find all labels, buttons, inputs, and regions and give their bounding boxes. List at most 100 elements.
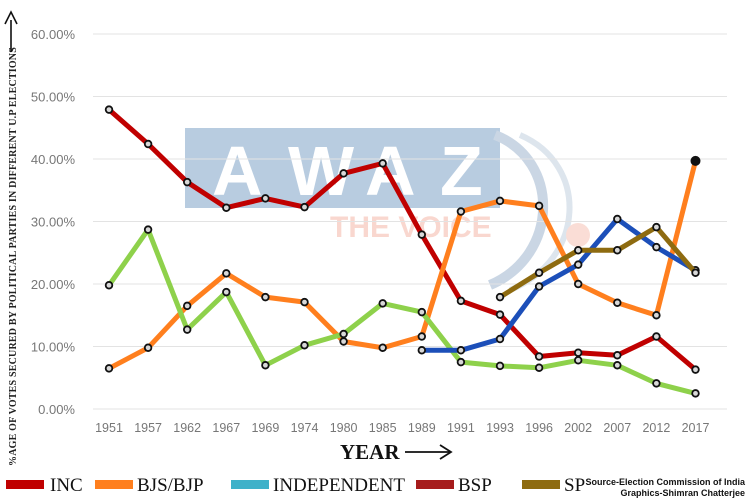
x-axis-label: YEAR	[340, 440, 453, 464]
legend-swatch-bsp	[416, 480, 454, 489]
data-point-bsp	[495, 334, 505, 344]
data-point-inc	[182, 177, 192, 187]
data-point-independent	[378, 299, 387, 308]
data-point-bjs-bjp	[143, 343, 153, 352]
data-point-inc	[378, 159, 387, 168]
data-point-highlight	[690, 155, 701, 166]
data-point-independent	[534, 363, 544, 372]
data-point-bjs-bjp	[300, 297, 309, 307]
x-tick-label: 1967	[212, 421, 240, 435]
y-tick-label: 60.00%	[31, 27, 76, 42]
data-point-bjs-bjp	[652, 311, 661, 320]
y-tick-label: 40.00%	[31, 152, 76, 167]
data-point-bsp	[652, 242, 661, 252]
data-point-independent	[417, 307, 426, 317]
x-tick-label: 1951	[95, 421, 123, 435]
series-group	[104, 105, 701, 398]
legend-label-bsp: BSP	[458, 475, 492, 496]
data-point-inc	[534, 352, 544, 361]
data-point-independent	[104, 281, 114, 290]
series-line-bsp	[419, 216, 698, 353]
y-tick-label: 50.00%	[31, 90, 76, 105]
y-arrow-head	[4, 10, 18, 25]
watermark-letter: Z	[440, 132, 483, 210]
source-line-2: Graphics-Shimran Chatterjee	[620, 488, 745, 498]
data-point-bsp	[574, 260, 583, 269]
legend-swatch-inc	[6, 480, 44, 489]
x-tick-label: 1957	[134, 421, 162, 435]
data-point-inc	[300, 202, 309, 212]
series-line-inc	[106, 107, 698, 373]
data-point-independent	[574, 356, 583, 365]
x-tick-label: 1980	[330, 421, 358, 435]
data-point-bjs-bjp	[534, 201, 544, 211]
legend-label-sp: SP	[564, 475, 585, 496]
data-point-independent	[691, 389, 700, 398]
data-point-independent	[222, 287, 231, 297]
data-point-inc	[339, 169, 348, 178]
y-axis-label: %AGE OF VOTES SECURED BY POLITICAL PARTI…	[4, 10, 19, 466]
x-tick-label: 2017	[682, 421, 710, 435]
data-point-sp	[534, 268, 544, 277]
watermark-letter: A	[365, 132, 416, 210]
x-tick-label: 1989	[408, 421, 436, 435]
data-point-inc	[456, 296, 466, 306]
data-point-independent	[495, 361, 505, 371]
data-point-bsp	[613, 214, 622, 224]
data-point-inc	[417, 230, 426, 239]
data-point-bjs-bjp	[574, 279, 583, 289]
data-point-sp	[613, 246, 622, 255]
watermark-arc	[487, 130, 549, 290]
data-point-inc	[691, 365, 700, 374]
legend-swatch-independent	[231, 480, 269, 489]
legend: INC BJS/BJP INDEPENDENT BSP SP	[6, 475, 585, 496]
legend-label-bjp: BJS/BJP	[137, 475, 204, 496]
data-point-independent	[300, 341, 309, 350]
x-tick-label: 1974	[291, 421, 319, 435]
x-tick-label: 1993	[486, 421, 514, 435]
data-point-sp	[574, 246, 583, 255]
data-point-inc	[652, 332, 661, 341]
legend-swatch-bjp	[95, 480, 133, 489]
x-arrow-head	[439, 444, 453, 460]
data-point-independent	[143, 225, 153, 234]
data-point-inc	[261, 194, 270, 203]
data-point-bjs-bjp	[456, 207, 466, 216]
data-point-inc	[143, 139, 153, 149]
series-line-sp	[497, 224, 698, 300]
y-tick-label: 20.00%	[31, 277, 76, 292]
data-point-bjs-bjp	[613, 298, 622, 307]
y-axis-title: %AGE OF VOTES SECURED BY POLITICAL PARTI…	[8, 47, 19, 466]
watermark-dot	[566, 223, 590, 247]
data-point-independent	[182, 325, 192, 334]
awaz-watermark: A W A Z THE VOICE	[185, 128, 590, 293]
series-line-bjs-bjp	[106, 158, 698, 371]
data-point-bjs-bjp	[222, 269, 231, 278]
legend-label-independent: INDEPENDENT	[273, 475, 405, 496]
data-point-bjs-bjp	[417, 332, 426, 341]
y-axis-ticks: 0.00% 10.00% 20.00% 30.00% 40.00% 50.00% 60.00…	[31, 27, 76, 417]
data-point-sp	[495, 292, 505, 302]
series-line-independent	[106, 227, 698, 396]
data-point-sp	[691, 268, 700, 277]
data-point-independent	[652, 379, 661, 388]
watermark-letter: A	[212, 132, 263, 210]
data-point-independent	[456, 357, 466, 367]
source-note: Source-Election Commission of India Grap…	[585, 477, 746, 498]
x-tick-label: 2012	[642, 421, 670, 435]
data-point-inc	[495, 310, 505, 319]
watermark-band	[185, 128, 500, 208]
data-point-bjs-bjp	[378, 343, 387, 352]
y-tick-label: 30.00%	[31, 215, 76, 230]
x-tick-label: 1996	[525, 421, 553, 435]
x-tick-label: 2002	[564, 421, 592, 435]
legend-swatch-sp	[522, 480, 560, 489]
x-axis-ticks: 1951 1957 1962 1967 1969 1974 1980 1985 1989 1991…	[95, 421, 709, 435]
x-axis-title: YEAR	[340, 440, 400, 464]
data-point-bsp	[417, 346, 426, 355]
data-point-independent	[339, 329, 348, 339]
legend-label-inc: INC	[50, 475, 83, 496]
x-tick-label: 1962	[173, 421, 201, 435]
data-point-inc	[574, 348, 583, 357]
